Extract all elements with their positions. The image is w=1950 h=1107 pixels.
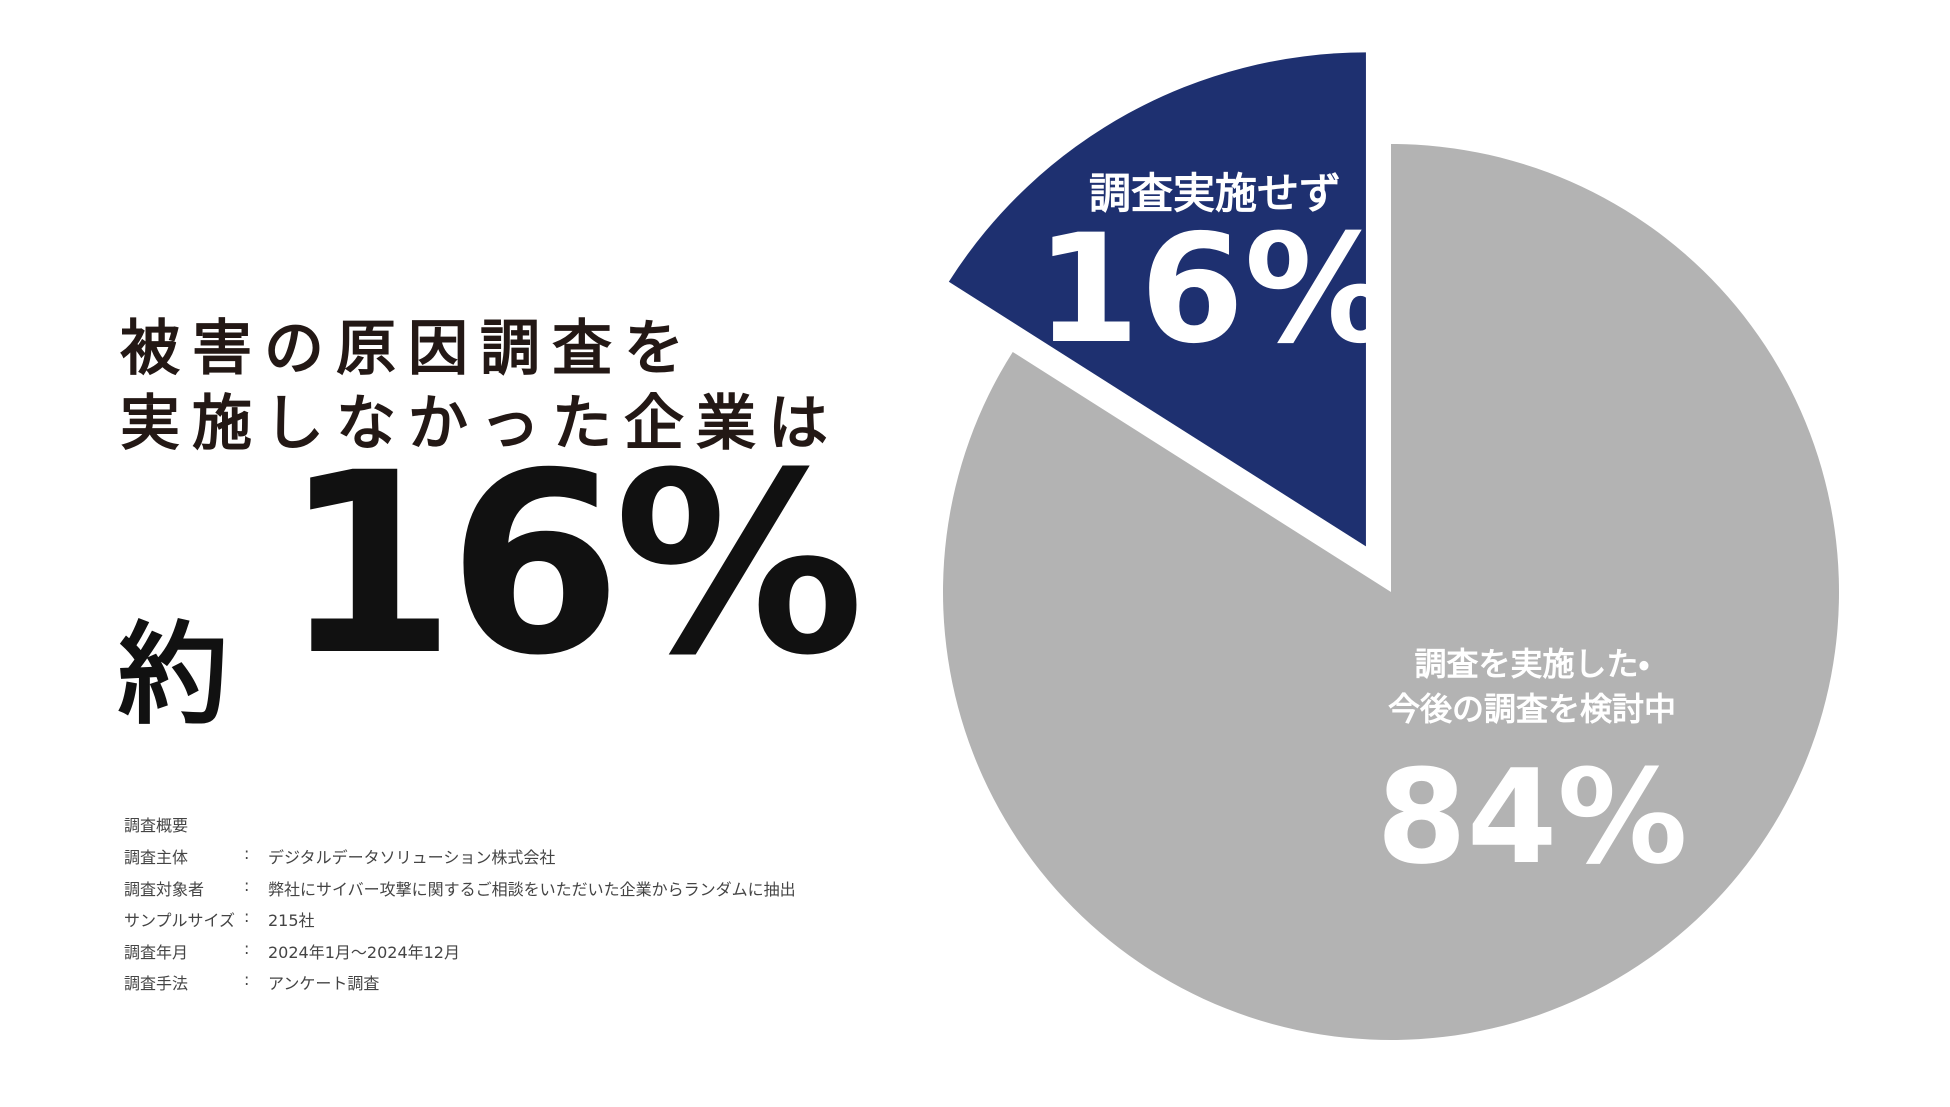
pie-slice: [942, 144, 1840, 1040]
survey-label: 調査手法: [124, 974, 189, 993]
survey-label: 調査対象者: [124, 879, 205, 899]
survey-label: 調査年月: [124, 942, 189, 962]
survey-label: サンプルサイズ: [124, 911, 236, 930]
slice-category: 調査実施せず: [1088, 169, 1342, 218]
survey-sep: :: [244, 844, 250, 863]
slice-value: 16%: [1035, 203, 1395, 377]
survey-value: 弊社にサイバー攻撃に関するご相談をいただいた企業からランダムに抽出: [268, 879, 796, 899]
survey-value: アンケート調査: [268, 974, 380, 993]
survey-sep: :: [244, 938, 250, 958]
survey-label: 調査主体: [124, 848, 189, 867]
survey-value: デジタルデータソリューション株式会社: [268, 848, 556, 867]
headline-line: 実施しなかった企業は: [120, 389, 840, 459]
slice-category: 調査を実施した・ 今後の調査を検討中: [1387, 645, 1677, 728]
survey-value: 2024年1月～2024年12月: [268, 942, 460, 962]
survey-title: 調査概要: [124, 816, 189, 835]
headline-figure: 16%: [282, 419, 864, 710]
survey-sep: :: [244, 907, 250, 926]
survey-sep: :: [244, 970, 250, 989]
headline-line: 被害の原因調査を: [120, 314, 696, 384]
headline-prefix: 約: [118, 611, 228, 739]
survey-value: 215社: [268, 911, 315, 930]
slice-value: 84%: [1376, 741, 1688, 893]
survey-sep: :: [244, 875, 250, 895]
pie-slice: [948, 52, 1366, 547]
